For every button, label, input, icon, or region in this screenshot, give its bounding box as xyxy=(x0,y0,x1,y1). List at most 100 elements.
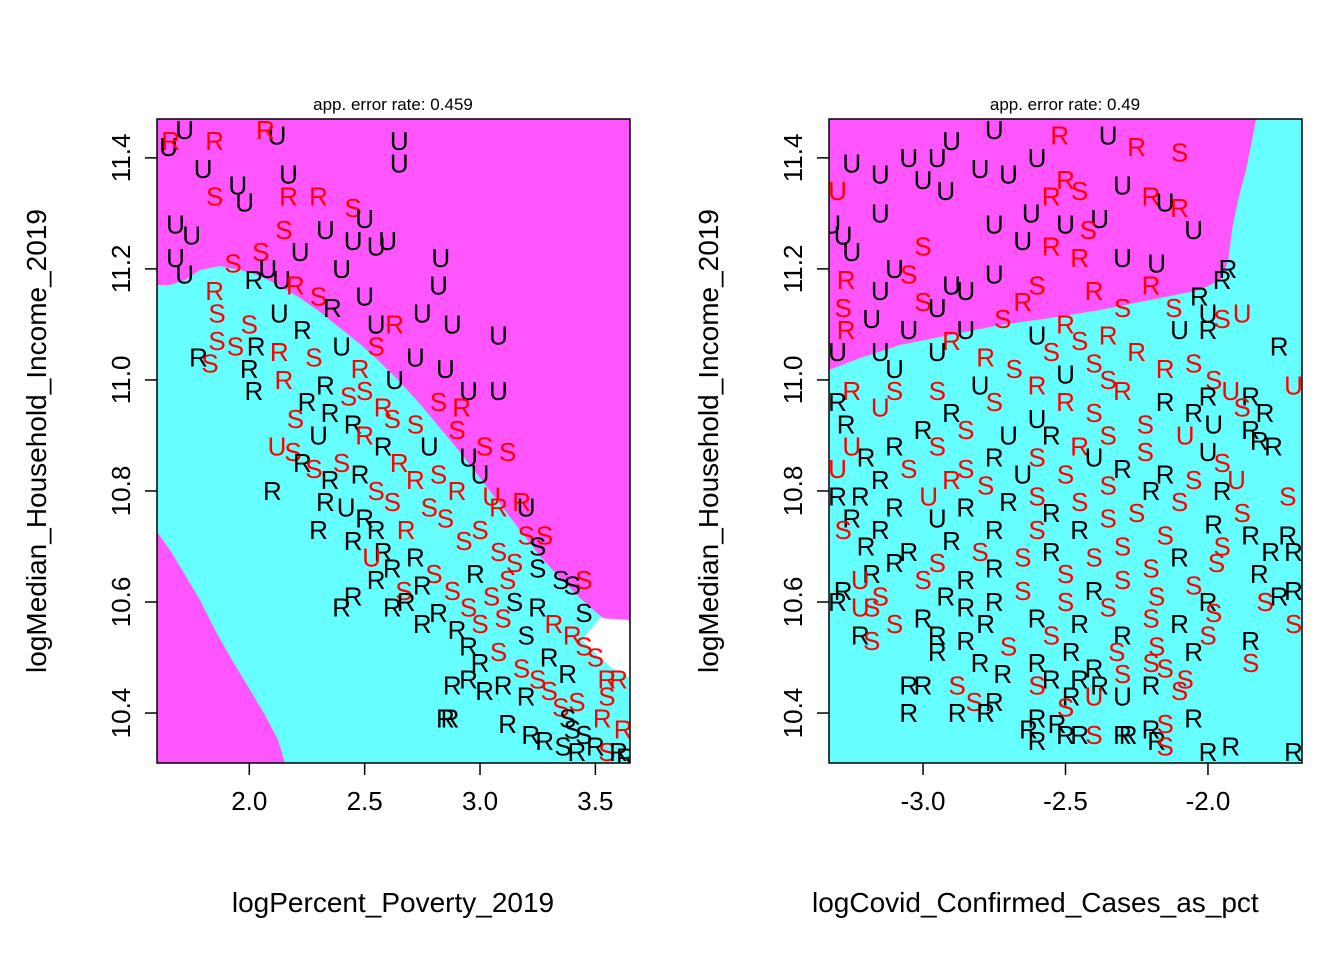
left-point-r: R xyxy=(471,648,490,678)
left-point-r: R xyxy=(374,537,393,567)
right-point-r: R xyxy=(871,515,890,545)
right-point-s: S xyxy=(1148,581,1165,611)
right-point-r: R xyxy=(899,537,918,567)
left-point-r: R xyxy=(413,609,432,639)
left-point-u: U xyxy=(166,243,185,273)
right-point-s: S xyxy=(1157,731,1174,761)
right-point-r: R xyxy=(1113,620,1132,650)
right-point-s: S xyxy=(1205,365,1222,395)
right-point-s: S xyxy=(1028,515,1045,545)
right-point-s: S xyxy=(1014,543,1031,573)
left-point-u: U xyxy=(159,132,178,162)
right-point-u: U xyxy=(1013,226,1032,256)
right-point-r: R xyxy=(985,443,1004,473)
right-point-u: U xyxy=(885,354,904,384)
right-point-r: R xyxy=(976,609,995,639)
left-point-r: R xyxy=(323,293,342,323)
right-point-r: R xyxy=(1085,654,1104,684)
right-point-s: S xyxy=(1142,604,1159,634)
right-point-u: U xyxy=(1221,376,1240,406)
left-point-r: R xyxy=(545,609,564,639)
right-point-r: R xyxy=(993,659,1012,689)
right-point-r: R xyxy=(1070,432,1089,462)
right-point-u: U xyxy=(1184,215,1203,245)
left-y-axis-label: logMedian_Household_Income_2019 xyxy=(21,209,52,673)
left-point-s: S xyxy=(384,487,401,517)
right-point-s: S xyxy=(1199,620,1216,650)
left-point-s: S xyxy=(208,298,225,328)
right-point-r: R xyxy=(885,432,904,462)
left-point-r: R xyxy=(494,670,513,700)
right-point-r: R xyxy=(1213,265,1232,295)
left-point-r: R xyxy=(616,742,635,772)
right-point-r: R xyxy=(1241,382,1260,412)
right-point-u: U xyxy=(971,371,990,401)
right-point-u: U xyxy=(971,154,990,184)
left-point-s: S xyxy=(344,193,361,223)
right-point-s: S xyxy=(914,287,931,317)
left-point-r: R xyxy=(598,665,617,695)
right-point-r: R xyxy=(1142,670,1161,700)
left-point-s: S xyxy=(471,515,488,545)
left-point-r: R xyxy=(466,559,485,589)
left-point-u: U xyxy=(332,332,351,362)
right-point-r: R xyxy=(1204,509,1223,539)
right-point-r: R xyxy=(936,581,955,611)
right-point-r: R xyxy=(1284,537,1303,567)
left-point-r: R xyxy=(441,704,460,734)
right-point-r: R xyxy=(1062,681,1081,711)
left-point-s: S xyxy=(368,476,385,506)
right-point-u: U xyxy=(899,143,918,173)
right-point-s: S xyxy=(1043,620,1060,650)
left-point-r: R xyxy=(459,631,478,661)
right-point-u: U xyxy=(1085,443,1104,473)
right-point-u: U xyxy=(1199,437,1218,467)
left-point-r: R xyxy=(436,704,455,734)
left-point-u: U xyxy=(166,210,185,240)
left-point-s: S xyxy=(407,409,424,439)
left-y-tick-label: 10.8 xyxy=(106,466,136,517)
left-point-r: R xyxy=(275,365,294,395)
left-point-u: U xyxy=(378,226,397,256)
right-point-s: S xyxy=(1137,437,1154,467)
right-point-r: R xyxy=(1119,720,1138,750)
left-point-r: R xyxy=(374,432,393,462)
right-point-u: U xyxy=(985,210,1004,240)
left-point-s: S xyxy=(529,532,546,562)
left-point-s: S xyxy=(575,598,592,628)
right-point-r: R xyxy=(1170,609,1189,639)
right-point-r: R xyxy=(1199,382,1218,412)
right-point-r: R xyxy=(1056,165,1075,195)
left-point-r: R xyxy=(448,615,467,645)
right-point-r: R xyxy=(1284,737,1303,767)
right-point-r: R xyxy=(1050,121,1069,151)
left-y-tick-label: 11.4 xyxy=(106,134,136,183)
right-point-r: R xyxy=(851,620,870,650)
right-y-tick-label: 10.4 xyxy=(778,688,808,739)
right-point-r: R xyxy=(1113,720,1132,750)
left-point-s: S xyxy=(564,570,581,600)
right-point-r: R xyxy=(1184,637,1203,667)
left-point-r: R xyxy=(247,332,266,362)
right-point-s: S xyxy=(1142,554,1159,584)
left-point-r: R xyxy=(355,504,374,534)
left-point-s: S xyxy=(333,448,350,478)
left-point-s: S xyxy=(506,587,523,617)
right-point-r: R xyxy=(1170,193,1189,223)
left-point-r: R xyxy=(316,487,335,517)
left-point-r: R xyxy=(383,554,402,584)
right-point-r: R xyxy=(985,687,1004,717)
right-point-r: R xyxy=(948,698,967,728)
right-point-s: S xyxy=(1108,637,1125,667)
right-point-r: R xyxy=(1028,726,1047,756)
left-point-u: U xyxy=(429,271,448,301)
left-point-s: S xyxy=(471,609,488,639)
right-point-r: R xyxy=(1056,387,1075,417)
left-point-s: S xyxy=(598,737,615,767)
right-point-r: R xyxy=(1142,715,1161,745)
right-point-s: S xyxy=(835,293,852,323)
right-point-s: S xyxy=(1171,676,1188,706)
right-point-r: R xyxy=(1056,720,1075,750)
right-point-s: S xyxy=(1006,354,1023,384)
